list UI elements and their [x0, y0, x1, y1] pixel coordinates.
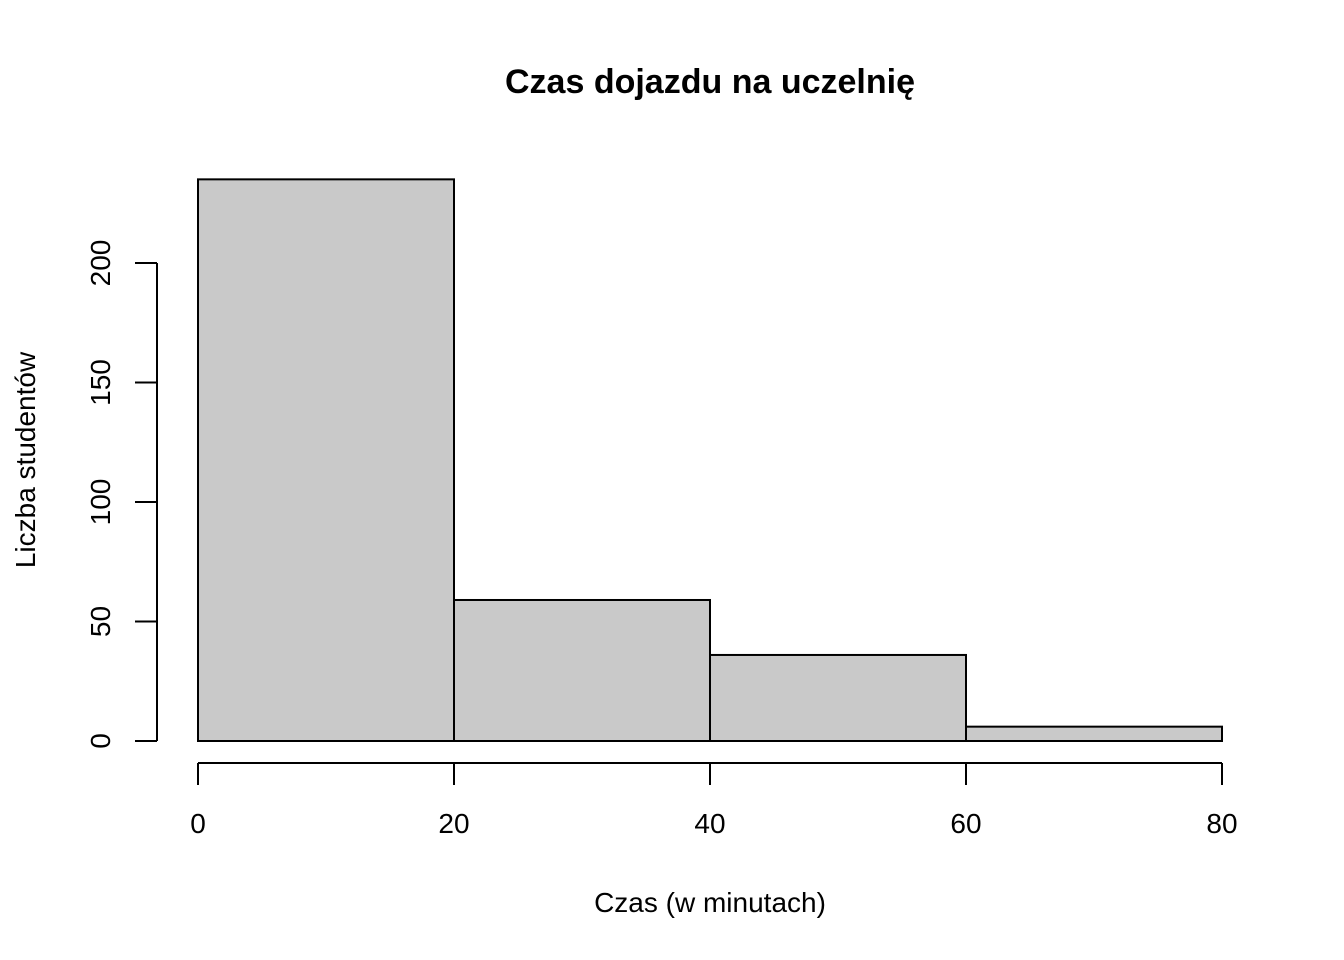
x-axis-label: Czas (w minutach) [594, 887, 826, 918]
x-tick-label: 0 [190, 808, 206, 839]
y-axis-label: Liczba studentów [10, 351, 41, 568]
chart-title: Czas dojazdu na uczelnię [505, 63, 915, 101]
histogram-bar [709, 653, 967, 743]
y-tick-label: 150 [85, 359, 116, 406]
x-tick-label: 40 [694, 808, 725, 839]
histogram-bar [965, 725, 1223, 742]
x-tick-label: 80 [1206, 808, 1237, 839]
y-tick-label: 0 [85, 733, 116, 749]
y-tick-label: 100 [85, 479, 116, 526]
x-tick-label: 60 [950, 808, 981, 839]
x-tick-label: 20 [438, 808, 469, 839]
y-tick-label: 50 [85, 606, 116, 637]
histogram-bar [197, 178, 455, 743]
histogram-bar [453, 598, 711, 742]
y-tick-label: 200 [85, 240, 116, 287]
